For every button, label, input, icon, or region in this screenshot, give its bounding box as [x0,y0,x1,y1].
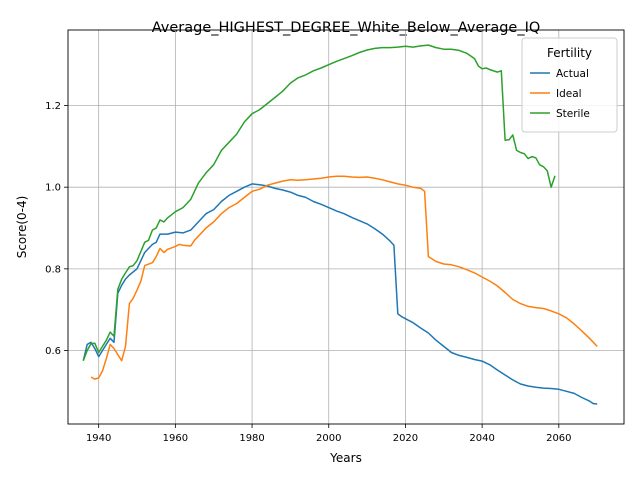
x-tick-label: 2000 [316,433,341,444]
grid [68,30,624,424]
legend-box [521,37,618,133]
legend-label-ideal: Ideal [556,88,582,100]
legend-label-sterile: Sterile [556,108,590,120]
x-axis-label: Years [329,451,362,465]
chart-title: Average_HIGHEST_DEGREE_White_Below_Avera… [152,20,541,36]
series-line-sterile [82,44,556,361]
x-tick-label: 1960 [163,433,188,444]
legend: Fertility Actual Ideal Sterile [521,37,618,133]
legend-label-actual: Actual [556,68,589,80]
legend-title: Fertility [547,46,592,60]
y-axis: 0.6 0.8 1.0 1.2 [45,101,68,357]
y-tick-label: 0.8 [45,264,61,275]
legend-items: Actual Ideal Sterile [530,68,590,120]
y-tick-label: 1.2 [45,101,61,112]
series-line-ideal [90,175,598,380]
x-axis: 1940 1960 1980 2000 2020 2040 2060 [86,424,572,444]
y-axis-label: Score(0-4) [15,196,29,259]
series-lines [82,44,598,405]
y-tick-label: 0.6 [45,346,61,357]
series-line-actual [82,183,598,405]
y-tick-label: 1.0 [45,183,61,194]
plot-area [67,29,625,425]
x-tick-label: 1980 [239,433,264,444]
x-tick-label: 2060 [546,433,571,444]
x-tick-label: 2020 [393,433,418,444]
x-tick-label: 1940 [86,433,111,444]
x-tick-label: 2040 [469,433,494,444]
